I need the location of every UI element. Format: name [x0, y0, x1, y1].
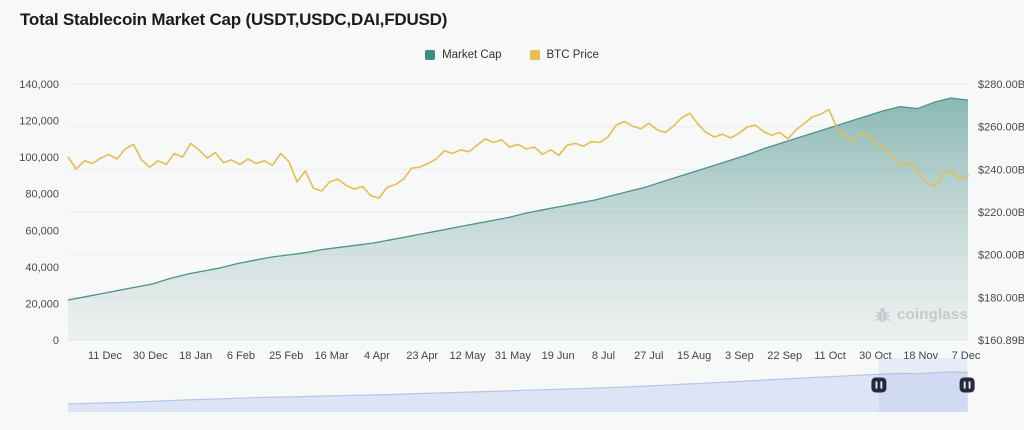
x-tick-label: 15 Aug [677, 350, 711, 362]
pause-bar-icon [963, 381, 966, 389]
pause-bar-icon [968, 381, 971, 389]
y-right-tick-label: $160.89B [978, 335, 1024, 347]
watermark: coinglass [873, 305, 968, 324]
y-right-tick-label: $240.00B [978, 164, 1024, 176]
y-left-tick-label: 100,000 [19, 152, 59, 164]
x-tick-label: 18 Nov [903, 350, 938, 362]
x-tick-label: 22 Sep [767, 350, 802, 362]
y-left-tick-label: 120,000 [19, 116, 59, 128]
legend-item-market-cap[interactable]: Market Cap [425, 49, 502, 61]
navigator-area-outline [67, 371, 969, 405]
btc-price-swatch-icon [529, 50, 540, 60]
x-axis: 11 Dec 30 Dec 18 Jan 6 Feb 25 Feb 16 Mar 4 Apr… [88, 350, 981, 362]
market-cap-area-outline [67, 97, 969, 301]
x-tick-label: 19 Jun [542, 350, 575, 362]
navigator-area[interactable] [68, 372, 968, 412]
x-tick-label: 25 Feb [269, 350, 303, 362]
btc-price-line-series[interactable] [67, 108, 969, 200]
y-right-tick-label: $260.00B [978, 122, 1024, 134]
x-tick-label: 30 Dec [133, 350, 168, 362]
x-tick-label: 27 Jul [634, 350, 663, 362]
x-tick-label: 30 Oct [859, 350, 891, 362]
navigator-handle-left-body[interactable] [871, 377, 887, 393]
navigator-handle-right-body[interactable] [959, 377, 975, 393]
x-tick-label: 11 Dec [88, 350, 123, 362]
x-tick-label: 3 Sep [725, 350, 754, 362]
coinglass-bug-icon [874, 307, 891, 322]
legend-item-btc-price[interactable]: BTC Price [529, 49, 599, 61]
navigator-selected-range[interactable] [878, 358, 968, 412]
navigator-handle-right[interactable] [959, 377, 975, 393]
y-axis-left: 140,000 120,000 100,000 80,000 60,000 40,000 2… [19, 79, 59, 347]
y-left-tick-label: 140,000 [19, 79, 59, 91]
market-cap-area-series[interactable] [68, 98, 968, 340]
y-right-tick-label: $180.00B [978, 292, 1024, 304]
watermark-text: coinglass [897, 306, 968, 323]
y-right-tick-label: $280.00B [978, 79, 1024, 91]
y-axis-right: $280.00B $260.00B $240.00B $220.00B $200.00B… [978, 79, 1024, 347]
y-left-tick-label: 20,000 [25, 298, 59, 310]
y-right-tick-label: $220.00B [978, 207, 1024, 219]
navigator-handle-left[interactable] [871, 377, 887, 393]
pause-bar-icon [880, 381, 883, 389]
x-tick-label: 6 Feb [227, 350, 255, 362]
y-left-tick-label: 80,000 [25, 189, 59, 201]
legend-label-market-cap: Market Cap [442, 49, 502, 61]
legend-label-btc-price: BTC Price [546, 49, 599, 61]
y-left-tick-label: 40,000 [25, 262, 59, 274]
x-tick-label: 18 Jan [179, 350, 212, 362]
market-cap-swatch-icon [425, 50, 436, 60]
navigator [67, 358, 975, 412]
x-tick-label: 7 Dec [952, 350, 981, 362]
y-left-tick-label: 60,000 [25, 225, 59, 237]
page-title: Total Stablecoin Market Cap (USDT,USDC,D… [20, 10, 448, 29]
x-tick-label: 16 Mar [314, 350, 349, 362]
y-left-tick-label: 0 [53, 335, 59, 347]
x-tick-label: 31 May [495, 350, 532, 362]
legend: Market Cap BTC Price [0, 49, 1024, 61]
y-right-tick-label: $200.00B [978, 250, 1024, 262]
x-tick-label: 11 Oct [814, 350, 846, 362]
x-tick-label: 23 Apr [406, 350, 438, 362]
pause-bar-icon [875, 381, 878, 389]
x-tick-label: 8 Jul [592, 350, 615, 362]
x-tick-label: 12 May [449, 350, 486, 362]
x-tick-label: 4 Apr [364, 350, 390, 362]
